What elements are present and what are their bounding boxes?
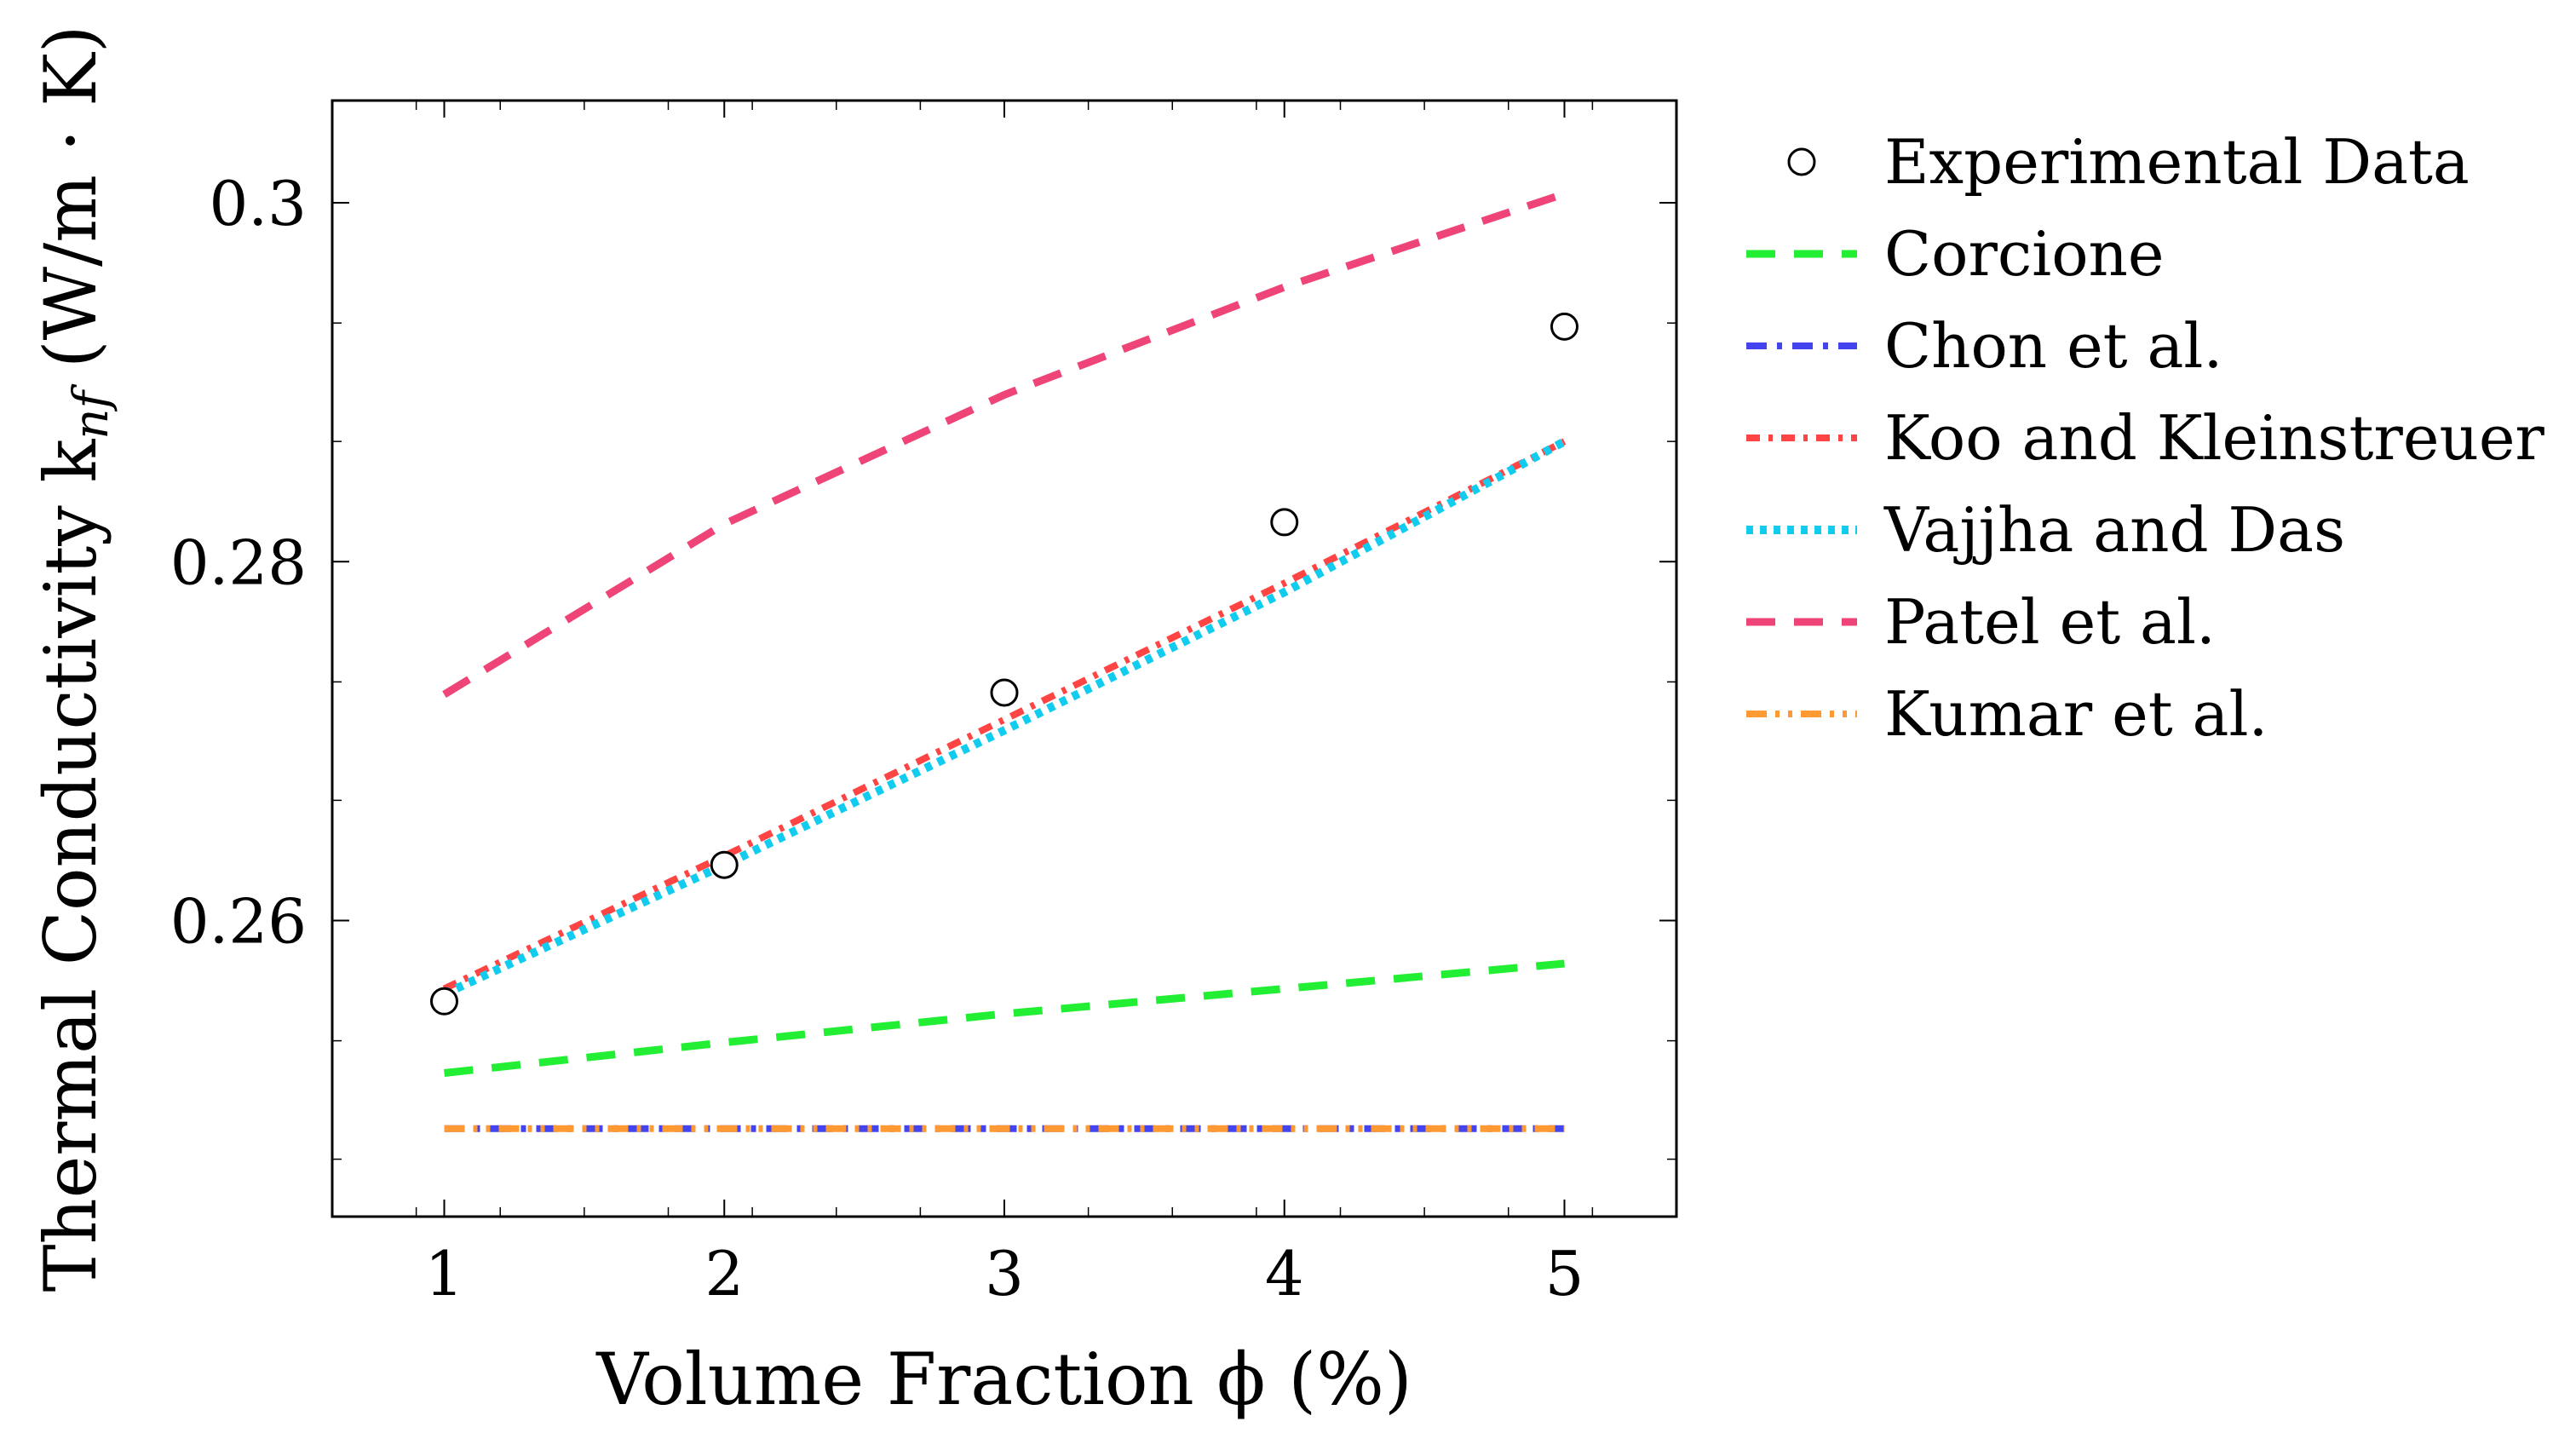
y-tick-label-2: 0.3: [209, 168, 307, 239]
y-tick-labels: 0.26 0.28 0.3: [170, 168, 307, 957]
legend-label-koo-and-kleinstreuer: Koo and Kleinstreuer: [1884, 402, 2544, 474]
y-axis-label: Thermal Conductivity knf (W/m · K): [29, 25, 119, 1292]
data-point-experimental-2: [990, 678, 1019, 707]
x-tick-labels: 1 2 3 4 5: [425, 1238, 1584, 1309]
legend-label-corcione: Corcione: [1884, 218, 2165, 290]
legend-swatch-experimental-data: [1787, 147, 1816, 176]
data-point-experimental-4: [1550, 312, 1578, 341]
plot-frame: [331, 99, 1678, 1218]
y-axis-label-unit: (W/m · K): [29, 25, 112, 390]
x-tick-label-4: 5: [1545, 1238, 1584, 1309]
y-axis-label-subscript: nf: [64, 383, 119, 440]
data-point-experimental-1: [710, 850, 739, 879]
legend: Experimental Data Corcione Chon et al. Koo …: [1746, 126, 2544, 750]
data-point-experimental-3: [1270, 508, 1299, 537]
legend-label-vajjha-and-das: Vajjha and Das: [1883, 494, 2345, 566]
legend-label-experimental-data: Experimental Data: [1884, 126, 2470, 198]
axis-ticks: [332, 101, 1676, 1217]
series-line-patel-et-al: [442, 190, 1566, 698]
series-line-corcione: [444, 959, 1565, 1077]
legend-label-chon-et-al: Chon et al.: [1884, 310, 2222, 382]
series-line-koo-and-kleinstreuer: [442, 438, 1567, 993]
y-tick-label-0: 0.26: [170, 885, 307, 957]
x-tick-label-0: 1: [425, 1238, 464, 1309]
series-line-vajjha-and-das: [442, 437, 1567, 998]
data-point-experimental-0: [430, 987, 458, 1016]
legend-label-patel-et-al: Patel et al.: [1884, 586, 2216, 658]
x-tick-label-2: 3: [985, 1238, 1024, 1309]
x-tick-label-3: 4: [1265, 1238, 1304, 1309]
y-tick-label-1: 0.28: [170, 527, 307, 598]
plot-series: [430, 190, 1578, 1132]
y-axis-label-main: Thermal Conductivity k: [29, 439, 112, 1292]
x-axis-label: Volume Fraction ϕ (%): [595, 1338, 1412, 1421]
legend-label-kumar-et-al: Kumar et al.: [1884, 678, 2268, 750]
x-tick-label-1: 2: [704, 1238, 744, 1309]
